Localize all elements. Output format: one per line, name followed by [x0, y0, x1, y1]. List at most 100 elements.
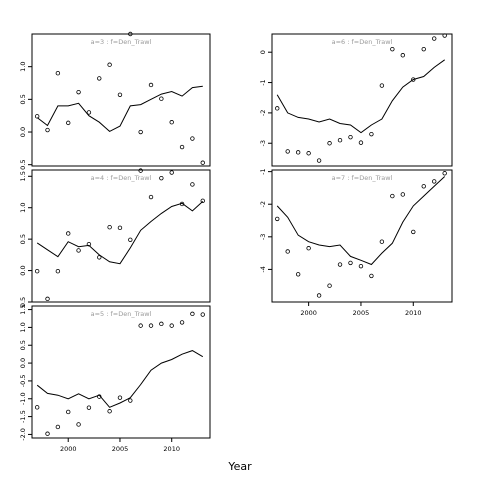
observation-point — [390, 46, 395, 52]
observation-point — [45, 431, 50, 436]
y-tick-label: -2.0 — [19, 428, 27, 441]
x-tick-label: 2000 — [60, 445, 77, 453]
observation-point — [390, 193, 395, 199]
observation-point — [169, 170, 174, 175]
observation-point — [76, 248, 81, 253]
observation-point — [179, 144, 185, 150]
y-tick-label: 1.5 — [19, 171, 27, 181]
observation-point — [421, 184, 426, 189]
fitted-line — [36, 85, 203, 133]
observation-point — [179, 201, 185, 207]
observation-point — [128, 398, 133, 403]
y-tick-label: 1.0 — [19, 203, 27, 213]
y-tick-label: 1.5 — [19, 304, 27, 314]
y-tick-label: -0.5 — [19, 375, 27, 388]
observation-point — [76, 422, 81, 427]
observation-point — [400, 192, 406, 197]
observation-point — [86, 241, 92, 247]
y-tick-label: 0 — [259, 50, 267, 54]
chart-panel-4: a=6 : f=Den_Trawl -3 -2 -1 0 — [259, 33, 453, 167]
observation-point — [128, 237, 133, 242]
observation-point — [107, 224, 112, 230]
x-tick-label: 2005 — [112, 445, 129, 453]
y-tick-label: -3 — [259, 234, 267, 240]
panel-frame — [31, 33, 211, 167]
observation-point — [411, 77, 416, 82]
observation-point — [316, 293, 322, 298]
panel-title: a=6 : f=Den_Trawl — [332, 38, 393, 46]
observation-point — [306, 151, 311, 156]
y-tick-label: 0.0 — [19, 265, 27, 275]
y-tick-label: -1.0 — [19, 392, 27, 405]
observation-point — [295, 150, 301, 155]
observation-point — [117, 92, 123, 97]
observation-point — [34, 269, 40, 274]
observation-point — [55, 71, 61, 76]
y-tick-label: 0.5 — [19, 94, 27, 104]
observation-point — [159, 321, 164, 327]
chart-panel-1: a=3 : f=Den_Trawl 0.5 0.0 0.5 1.0 — [19, 31, 211, 170]
y-tick-label: -3 — [259, 140, 267, 146]
observation-point — [327, 283, 332, 288]
y-tick-label: 0.5 — [19, 297, 27, 307]
x-tick-label: 2005 — [353, 309, 370, 317]
y-tick-label: 1.0 — [19, 62, 27, 72]
observation-point — [358, 263, 364, 269]
observation-point — [421, 46, 426, 52]
observation-point — [97, 76, 102, 81]
observation-point — [295, 272, 301, 277]
observation-point — [76, 89, 81, 95]
observation-point — [148, 82, 154, 88]
y-tick-label: -1 — [259, 168, 267, 174]
observation-point — [179, 320, 185, 325]
observation-point — [86, 405, 92, 410]
observation-point — [66, 409, 71, 415]
y-tick-label: 0.0 — [19, 358, 27, 368]
observation-point — [316, 158, 322, 163]
fitted-line — [36, 201, 204, 265]
observation-point — [348, 260, 353, 266]
observation-point — [97, 394, 102, 399]
observation-point — [369, 273, 374, 279]
observation-point — [66, 231, 71, 236]
panel-title: a=7 : f=Den_Trawl — [332, 174, 393, 182]
y-tick-label: -1 — [259, 79, 267, 85]
observation-point — [190, 182, 195, 187]
y-tick-label: 1.0 — [19, 322, 27, 332]
observation-point — [86, 110, 92, 115]
observation-point — [66, 120, 71, 126]
observation-point — [200, 198, 205, 203]
observation-point — [379, 239, 385, 244]
panel-title: a=4 : f=Den_Trawl — [91, 174, 152, 182]
x-tick-label: 2010 — [405, 309, 422, 317]
x-tick-label: 2010 — [163, 445, 180, 453]
observation-point — [200, 160, 205, 165]
observation-point — [138, 168, 143, 173]
y-tick-label: 0.5 — [19, 234, 27, 244]
observation-point — [379, 83, 385, 88]
observation-point — [348, 134, 353, 140]
chart-panel-5: a=7 : f=Den_Trawl -4 -3 -2 -1 2000 2005 2010 — [259, 168, 453, 317]
observation-point — [45, 296, 50, 302]
observation-point — [169, 323, 174, 328]
observation-point — [442, 33, 447, 38]
observation-point — [369, 131, 374, 137]
panel-frame — [271, 169, 453, 303]
observation-point — [337, 262, 343, 267]
observation-point — [275, 216, 280, 222]
observation-point — [159, 96, 164, 101]
observation-point — [128, 31, 133, 37]
observation-point — [275, 106, 280, 111]
observation-point — [442, 171, 447, 176]
observation-point — [148, 323, 154, 328]
observation-point — [200, 312, 205, 317]
observation-point — [117, 225, 123, 231]
y-tick-label: 0.5 — [19, 160, 27, 170]
observation-point — [285, 149, 290, 154]
observation-point — [337, 138, 343, 143]
y-tick-label: -2 — [259, 201, 267, 207]
fitted-line — [276, 59, 445, 134]
observation-point — [55, 424, 61, 430]
y-tick-label: 0.5 — [19, 340, 27, 350]
observation-point — [138, 323, 143, 328]
